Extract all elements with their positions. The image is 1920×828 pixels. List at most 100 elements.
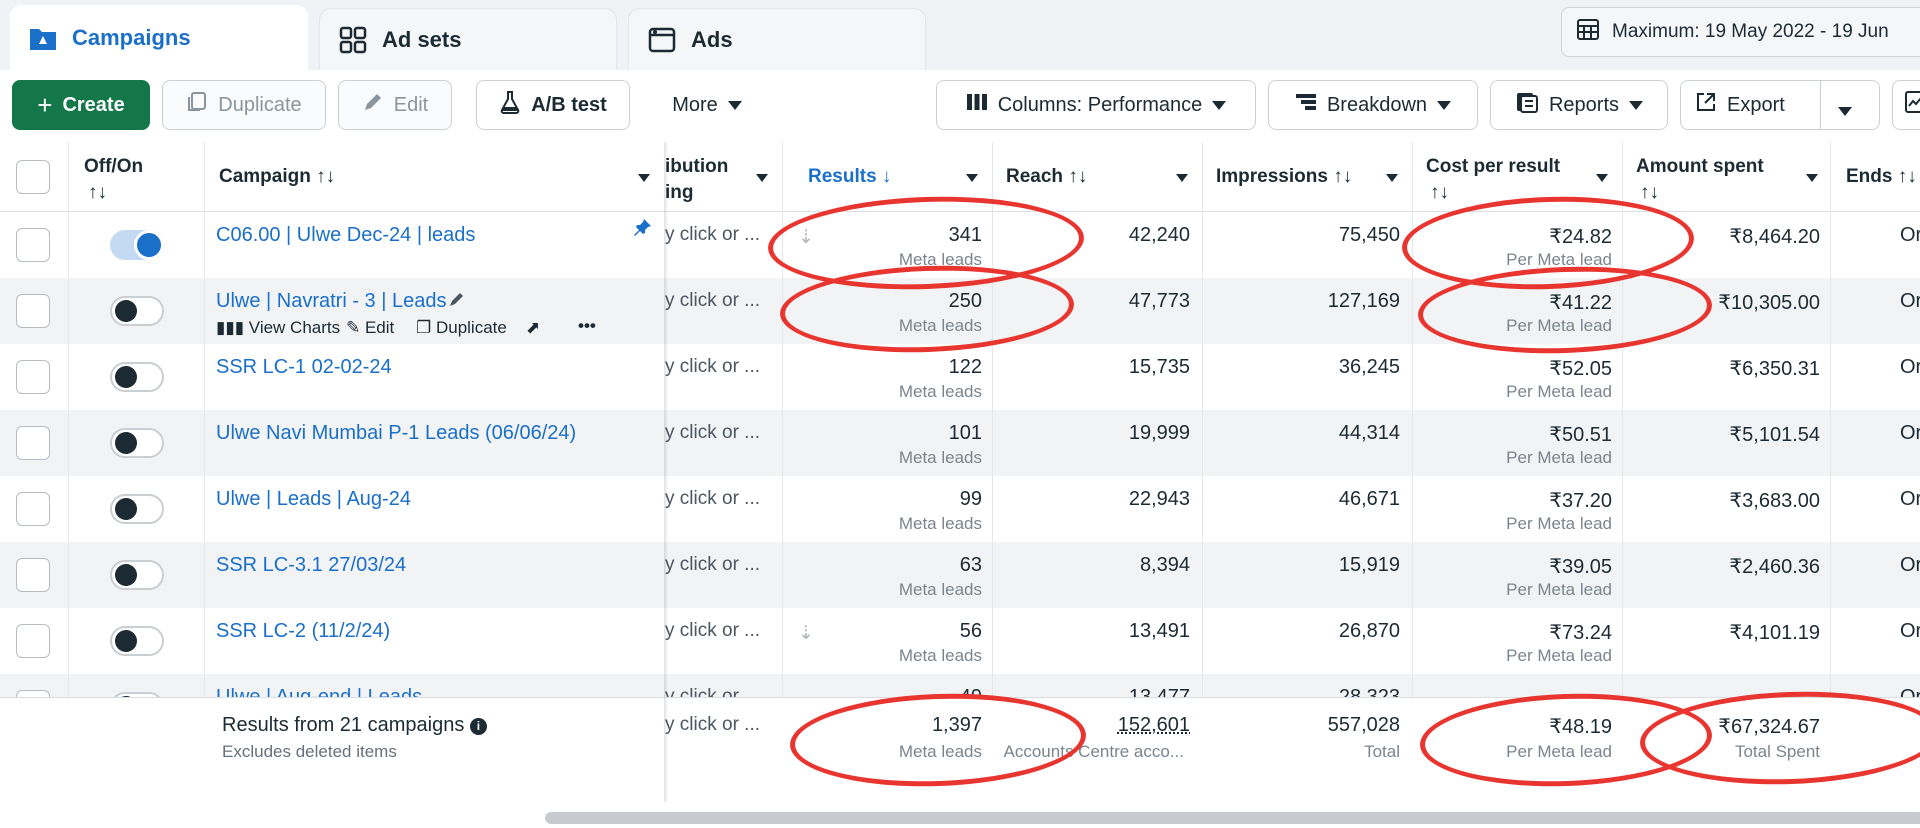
col-amount-spent[interactable]: Amount spent	[1636, 156, 1764, 177]
edit-name-pencil-icon[interactable]	[448, 290, 466, 314]
row-checkbox[interactable]	[16, 624, 50, 658]
campaign-toggle[interactable]	[110, 296, 164, 326]
columns-button[interactable]: Columns: Performance	[936, 80, 1256, 130]
more-actions-icon[interactable]: •••	[578, 316, 596, 335]
col-impressions[interactable]: Impressions ↑↓	[1216, 166, 1353, 187]
summary-reach: 152,601	[1117, 714, 1190, 736]
campaign-toggle[interactable]	[110, 230, 164, 260]
download-icon: ⇣	[798, 227, 814, 248]
results-value: 63	[959, 554, 982, 576]
reach-value: 13,491	[1128, 620, 1190, 642]
reports-button[interactable]: Reports	[1490, 80, 1668, 130]
pin-icon[interactable]	[634, 218, 652, 242]
duplicate-button[interactable]: Duplicate	[162, 80, 326, 130]
campaign-name-link[interactable]: SSR LC-2 (11/2/24)	[216, 620, 391, 642]
edit-button[interactable]: Edit	[338, 80, 452, 130]
campaign-toggle[interactable]	[110, 626, 164, 656]
tab-bar: Campaigns Ad sets Ads Maximum: 19 May 20…	[0, 0, 1920, 70]
row-checkbox[interactable]	[16, 360, 50, 394]
summary-impressions: 557,028	[1327, 714, 1400, 736]
campaign-toggle[interactable]	[110, 494, 164, 524]
col-cpr-menu[interactable]	[1596, 174, 1608, 182]
campaign-toggle[interactable]	[110, 560, 164, 590]
ab-test-button[interactable]: A/B test	[476, 80, 630, 130]
col-campaign[interactable]: Campaign ↑↓	[219, 166, 336, 187]
reach-value: 22,943	[1128, 488, 1190, 510]
sort-icon[interactable]: ↑↓	[88, 182, 107, 203]
row-checkbox[interactable]	[16, 228, 50, 262]
info-icon[interactable]: i	[469, 718, 487, 735]
row-checkbox[interactable]	[16, 558, 50, 592]
results-sub: Meta leads	[898, 382, 982, 401]
col-spent-menu[interactable]	[1806, 174, 1818, 182]
create-button[interactable]: + Create	[12, 80, 150, 130]
sort-icon[interactable]: ↑↓	[1640, 182, 1659, 203]
campaign-name-link[interactable]: Ulwe Navi Mumbai P-1 Leads (06/06/24)	[216, 422, 577, 444]
campaign-name-link[interactable]: Ulwe | Navratri - 3 | Leads	[216, 290, 447, 312]
view-charts-action[interactable]: ▮▮▮ View Charts	[216, 318, 341, 337]
results-sub: Meta leads	[898, 514, 982, 533]
table-row[interactable]: SSR LC-2 (11/2/24) y click or ... 56 Meta l…	[0, 608, 1920, 674]
table-row[interactable]: Ulwe | Navratri - 3 | Leads y click or ..…	[0, 278, 1920, 344]
tab-ad-sets[interactable]: Ad sets	[319, 8, 617, 70]
export-button[interactable]: Export	[1680, 80, 1880, 130]
export-dropdown-caret[interactable]	[1838, 100, 1852, 121]
sort-icon[interactable]: ↑↓	[1430, 182, 1449, 203]
col-ends[interactable]: Ends ↑↓	[1846, 166, 1917, 187]
campaign-toggle[interactable]	[110, 428, 164, 458]
col-results[interactable]: Results ↓	[808, 166, 892, 187]
date-range-label: Maximum: 19 May 2022 - 19 Jun	[1612, 21, 1889, 42]
tab-campaigns[interactable]: Campaigns	[10, 5, 308, 70]
cpr-value: ₹50.51	[1549, 424, 1612, 446]
summary-results-sub: Meta leads	[898, 742, 982, 761]
reach-value: 42,240	[1128, 224, 1190, 246]
chart-button[interactable]	[1892, 80, 1920, 130]
col-impressions-menu[interactable]	[1386, 174, 1398, 182]
tab-ads[interactable]: Ads	[628, 8, 926, 70]
cpr-value: ₹52.05	[1549, 358, 1612, 380]
col-cost-per-result[interactable]: Cost per result	[1426, 156, 1561, 177]
tab-label: Ad sets	[382, 26, 462, 52]
breakdown-button[interactable]: Breakdown	[1268, 80, 1478, 130]
spent-value: ₹4,101.19	[1729, 622, 1820, 644]
impressions-value: 46,671	[1338, 488, 1400, 510]
horizontal-scrollbar[interactable]	[545, 812, 1920, 824]
row-checkbox[interactable]	[16, 294, 50, 328]
date-range-picker[interactable]: Maximum: 19 May 2022 - 19 Jun	[1561, 7, 1920, 57]
table-row[interactable]: Ulwe Navi Mumbai P-1 Leads (06/06/24) y c…	[0, 410, 1920, 476]
caret-down-icon	[1212, 100, 1227, 110]
col-attribution-menu[interactable]	[756, 174, 768, 182]
col-campaign-menu[interactable]	[638, 174, 650, 182]
pencil-icon	[362, 91, 384, 119]
select-all-checkbox[interactable]	[16, 160, 50, 194]
attribution-cell: y click or ...	[665, 620, 761, 641]
sort-icon[interactable]: ↑↓	[316, 166, 336, 187]
ends-value: Or	[1900, 290, 1920, 312]
campaign-name-link[interactable]: SSR LC-1 02-02-24	[216, 356, 392, 378]
more-button[interactable]: More	[652, 80, 762, 130]
impressions-value: 44,314	[1338, 422, 1400, 444]
caret-down-icon	[727, 100, 742, 110]
edit-action[interactable]: ✎ Edit	[346, 318, 395, 337]
table-row[interactable]: SSR LC-3.1 27/03/24 y click or ... 63 Meta …	[0, 542, 1920, 608]
row-checkbox[interactable]	[16, 492, 50, 526]
table-row[interactable]: Ulwe | Leads | Aug-24 y click or ... 99 Met…	[0, 476, 1920, 542]
reports-label: Reports	[1548, 93, 1620, 116]
campaign-name-link[interactable]: SSR LC-3.1 27/03/24	[216, 554, 407, 576]
col-results-menu[interactable]	[966, 174, 978, 182]
col-reach[interactable]: Reach ↑↓	[1006, 166, 1088, 187]
table-row[interactable]: C06.00 | Ulwe Dec-24 | leads y click or .…	[0, 212, 1920, 278]
duplicate-action[interactable]: ❐ Duplicate	[416, 318, 507, 337]
share-icon[interactable]: ⬈	[526, 318, 541, 337]
attribution-cell: y click or ...	[665, 356, 761, 377]
folder-flag-icon	[28, 23, 58, 53]
campaign-name-link[interactable]: Ulwe | Leads | Aug-24	[216, 488, 411, 510]
campaign-toggle[interactable]	[110, 362, 164, 392]
col-reach-menu[interactable]	[1176, 174, 1188, 182]
campaign-name-link[interactable]: C06.00 | Ulwe Dec-24 | leads	[216, 224, 476, 246]
row-checkbox[interactable]	[16, 426, 50, 460]
results-value: 56	[959, 620, 982, 642]
caret-down-icon	[1437, 100, 1452, 110]
sort-desc-icon[interactable]: ↓	[881, 166, 892, 187]
table-row[interactable]: SSR LC-1 02-02-24 y click or ... 122 Meta l…	[0, 344, 1920, 410]
